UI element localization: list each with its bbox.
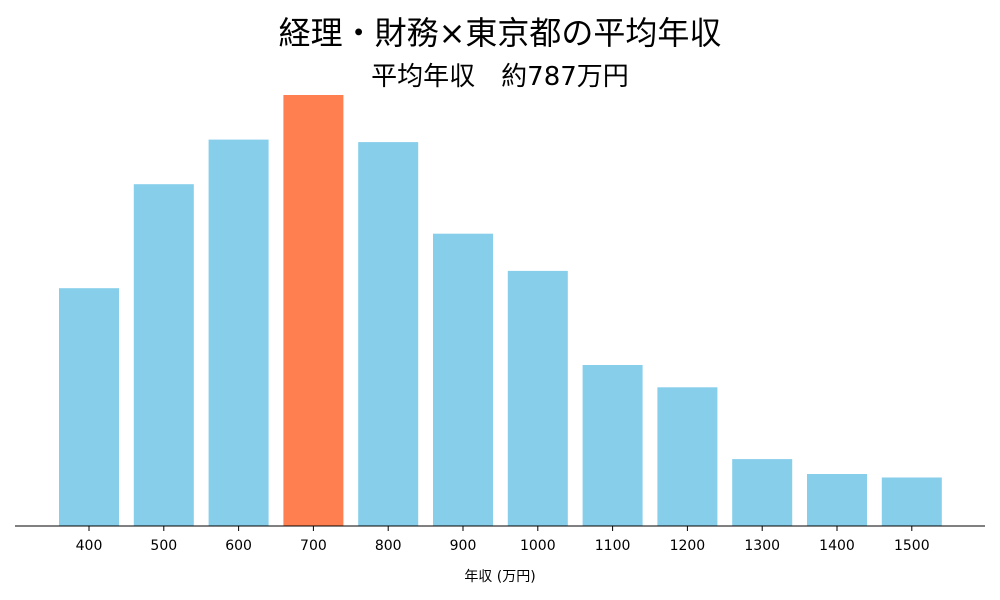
bar-1000 — [507, 270, 568, 526]
bar-1300 — [732, 459, 793, 526]
x-tick-label: 600 — [225, 538, 252, 554]
bars-group — [59, 95, 942, 526]
x-tick-label: 1500 — [894, 538, 930, 554]
x-tick-label: 1000 — [520, 538, 556, 554]
x-tick-label: 500 — [150, 538, 177, 554]
bar-900 — [433, 233, 493, 526]
x-tick-labels: 400 500 600 700 800 900 1000 1100 1200 1300 1400 15… — [76, 526, 930, 554]
chart-subtitle: 平均年収 約787万円 — [371, 62, 629, 92]
chart-title: 経理・財務×東京都の平均年収 — [278, 14, 722, 52]
x-tick-label: 1400 — [819, 538, 855, 554]
bar-1500 — [881, 477, 942, 526]
x-tick-label: 1300 — [744, 538, 780, 554]
bar-400 — [59, 288, 119, 526]
bar-500 — [133, 184, 194, 526]
x-tick-label: 700 — [300, 538, 327, 554]
bar-1400 — [807, 474, 867, 526]
x-tick-label: 1200 — [670, 538, 706, 554]
x-tick-label: 800 — [375, 538, 402, 554]
bar-1200 — [657, 387, 718, 526]
bar-700 — [283, 95, 344, 526]
x-axis-label: 年収 (万円) — [464, 569, 535, 585]
bar-800 — [358, 142, 419, 526]
bar-1100 — [582, 365, 643, 526]
x-tick-label: 900 — [450, 538, 477, 554]
bar-600 — [208, 139, 269, 526]
x-tick-label: 1100 — [595, 538, 631, 554]
x-tick-label: 400 — [76, 538, 103, 554]
